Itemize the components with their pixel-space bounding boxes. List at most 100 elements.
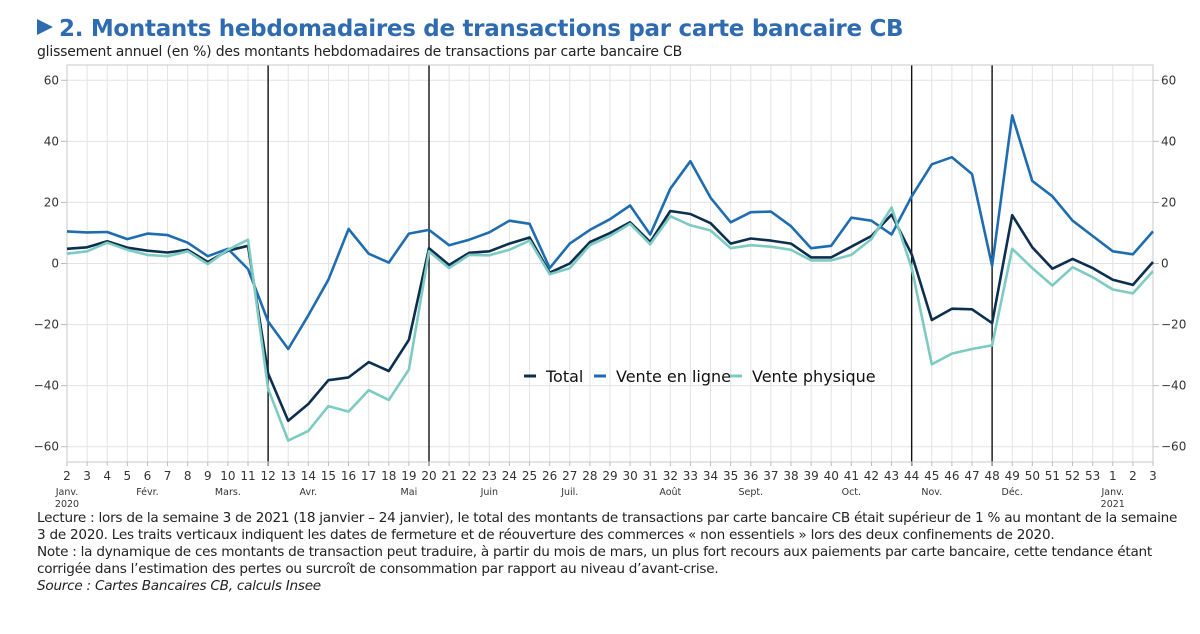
x-tick-label: 43	[884, 469, 899, 483]
month-label: Mars.	[215, 487, 241, 498]
x-tick-label: 22	[462, 469, 477, 483]
series-line-vente-en-ligne	[66, 114, 1154, 351]
x-tick-label: 25	[522, 469, 537, 483]
x-tick-label: 29	[602, 469, 617, 483]
y-tick-label-right: −20	[1161, 318, 1186, 332]
x-tick-label: 35	[723, 469, 738, 483]
y-tick-label-left: 60	[44, 73, 59, 87]
x-tick-label: 28	[582, 469, 597, 483]
month-label: Mai	[401, 487, 418, 498]
month-label: Avr.	[300, 487, 318, 498]
x-tick-label: 21	[441, 469, 456, 483]
x-tick-label: 49	[1005, 469, 1020, 483]
y-tick-label-left: −40	[34, 379, 59, 393]
y-tick-label-right: 0	[1161, 257, 1169, 271]
x-tick-label: 4	[103, 469, 111, 483]
grid	[66, 65, 1154, 462]
lecture-text: Lecture : lors de la semaine 3 de 2021 (…	[37, 510, 1178, 543]
y-tick-label-left: −60	[34, 440, 59, 454]
month-label: Août	[659, 487, 681, 498]
x-tick-label: 46	[944, 469, 959, 483]
y-tick-label-left: 20	[44, 195, 59, 209]
series-lines	[66, 114, 1154, 442]
month-label: Févr.	[136, 487, 158, 498]
x-tick-label: 41	[844, 469, 859, 483]
x-tick-label: 30	[622, 469, 637, 483]
y-tick-label-left: −20	[34, 318, 59, 332]
x-tick-label: 19	[401, 469, 416, 483]
x-tick-label: 31	[643, 469, 658, 483]
x-tick-label: 26	[542, 469, 557, 483]
x-tick-label: 47	[964, 469, 979, 483]
x-tick-label: 13	[281, 469, 296, 483]
x-tick-label: 53	[1085, 469, 1100, 483]
x-tick-label: 3	[83, 469, 91, 483]
x-tick-label: 12	[260, 469, 275, 483]
x-tick-label: 52	[1065, 469, 1080, 483]
x-tick-label: 40	[824, 469, 839, 483]
month-label: Nov.	[921, 487, 942, 498]
x-tick-label: 42	[864, 469, 879, 483]
x-tick-label: 51	[1045, 469, 1060, 483]
x-tick-label: 20	[421, 469, 436, 483]
note-text: Note : la dynamique de ces montants de t…	[37, 544, 1153, 577]
x-tick-label: 45	[924, 469, 939, 483]
chart-notes: Lecture : lors de la semaine 3 de 2021 (…	[37, 510, 1187, 595]
chart-title-text: 2. Montants hebdomadaires de transaction…	[59, 16, 904, 42]
x-tick-label: 39	[803, 469, 818, 483]
x-tick-label: 33	[683, 469, 698, 483]
y-tick-label-right: 60	[1161, 73, 1176, 87]
x-tick-label: 2	[63, 469, 71, 483]
x-tick-label: 2	[1129, 469, 1137, 483]
y-tick-label-right: −40	[1161, 379, 1186, 393]
x-tick-label: 8	[184, 469, 192, 483]
x-tick-label: 3	[1149, 469, 1157, 483]
x-tick-label: 7	[164, 469, 172, 483]
x-tick-label: 5	[124, 469, 132, 483]
x-tick-label: 34	[703, 469, 718, 483]
x-tick-label: 27	[562, 469, 577, 483]
y-tick-label-left: 40	[44, 134, 59, 148]
x-tick-label: 1	[1109, 469, 1117, 483]
x-tick-label: 14	[301, 469, 316, 483]
month-label: Déc.	[1002, 487, 1023, 498]
x-tick-label: 48	[984, 469, 999, 483]
legend-label: Total	[545, 367, 583, 386]
month-label: Janv.	[55, 487, 79, 498]
x-tick-label: 15	[321, 469, 336, 483]
legend-label: Vente physique	[752, 367, 876, 386]
series-line-vente-physique	[66, 206, 1154, 442]
y-tick-label-right: 40	[1161, 134, 1176, 148]
x-tick-label: 17	[361, 469, 376, 483]
x-tick-label: 9	[204, 469, 212, 483]
x-tick-label: 6	[144, 469, 152, 483]
x-tick-label: 44	[904, 469, 919, 483]
chart-title: 2. Montants hebdomadaires de transaction…	[37, 16, 904, 42]
x-tick-label: 23	[482, 469, 497, 483]
y-tick-label-left: 0	[51, 257, 59, 271]
y-tick-label-right: 20	[1161, 195, 1176, 209]
source-text: Source : Cartes Bancaires CB, calculs In…	[37, 578, 321, 594]
year-label: 2021	[1101, 499, 1125, 510]
month-label: Janv.	[1100, 487, 1124, 498]
year-label: 2020	[55, 499, 79, 510]
x-tick-label: 18	[381, 469, 396, 483]
legend-label: Vente en ligne	[616, 367, 731, 386]
month-label: Oct.	[842, 487, 861, 498]
x-tick-label: 50	[1025, 469, 1040, 483]
x-tick-label: 11	[240, 469, 255, 483]
x-tick-label: 24	[502, 469, 517, 483]
month-label: Juil.	[560, 487, 578, 498]
x-tick-label: 36	[743, 469, 758, 483]
triangle-bullet-icon	[37, 19, 53, 35]
chart-subtitle: glissement annuel (en %) des montants he…	[37, 44, 683, 60]
x-tick-label: 32	[663, 469, 678, 483]
y-tick-label-right: −60	[1161, 440, 1186, 454]
month-label: Juin	[480, 487, 498, 498]
legend: Total Vente en ligne Vente physique	[524, 367, 876, 386]
x-tick-label: 37	[763, 469, 778, 483]
x-tick-label: 16	[341, 469, 356, 483]
month-label: Sept.	[738, 487, 763, 498]
